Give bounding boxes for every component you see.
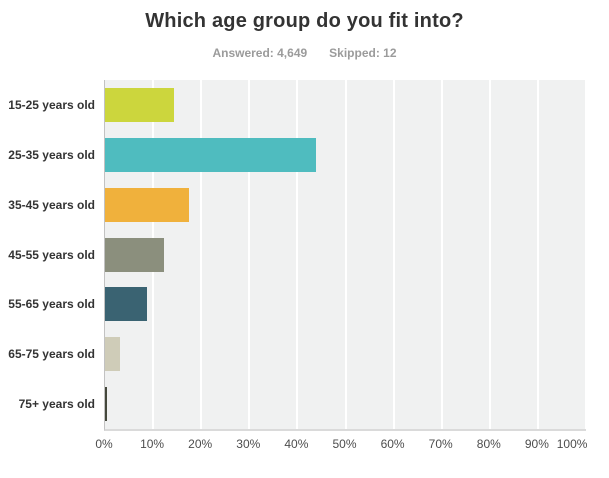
- chart-row-25-35-years-old: 25-35 years old: [0, 130, 586, 180]
- chart-row-75-years-old: 75+ years old: [0, 379, 586, 429]
- bar-45-55-years-old: [105, 237, 164, 272]
- category-label-55-65-years-old: 55-65 years old: [8, 297, 95, 312]
- gridline-90: [536, 80, 539, 429]
- x-tick-40pct: 40%: [284, 437, 309, 451]
- bar-15-25-years-old: [105, 87, 175, 122]
- category-label-75-years-old: 75+ years old: [18, 397, 95, 412]
- bar-75-years-old: [105, 387, 107, 422]
- answered-count: Answered: 4,649: [212, 46, 308, 60]
- category-label-15-25-years-old: 15-25 years old: [8, 97, 95, 112]
- x-tick-60pct: 60%: [380, 437, 405, 451]
- bar-track-25-35-years-old: [104, 130, 586, 180]
- gridline-30: [248, 80, 251, 429]
- chart-row-55-65-years-old: 55-65 years old: [0, 279, 586, 329]
- x-tick-70pct: 70%: [428, 437, 453, 451]
- x-tick-20pct: 20%: [188, 437, 213, 451]
- bar-track-55-65-years-old: [104, 279, 586, 329]
- bar-track-65-75-years-old: [104, 329, 586, 379]
- bar-track-75-years-old: [104, 379, 586, 429]
- gridline-40: [296, 80, 299, 429]
- chart-row-45-55-years-old: 45-55 years old: [0, 230, 586, 280]
- gridline-100: [585, 80, 587, 429]
- category-label-35-45-years-old: 35-45 years old: [8, 197, 95, 212]
- bar-track-15-25-years-old: [104, 80, 586, 130]
- bar-65-75-years-old: [105, 337, 120, 372]
- bar-25-35-years-old: [105, 137, 317, 172]
- bar-track-45-55-years-old: [104, 230, 586, 280]
- category-label-45-55-years-old: 45-55 years old: [8, 247, 95, 262]
- bar-35-45-years-old: [105, 187, 189, 222]
- skipped-count: Skipped: 12: [329, 46, 397, 60]
- gridline-70: [440, 80, 443, 429]
- response-summary: Answered: 4,649 Skipped: 12: [0, 46, 609, 60]
- bar-55-65-years-old: [105, 287, 148, 322]
- gridline-80: [488, 80, 491, 429]
- x-tick-30pct: 30%: [236, 437, 261, 451]
- gridline-50: [344, 80, 347, 429]
- bar-track-35-45-years-old: [104, 180, 586, 230]
- category-label-25-35-years-old: 25-35 years old: [8, 147, 95, 162]
- x-tick-10pct: 10%: [140, 437, 165, 451]
- chart-row-35-45-years-old: 35-45 years old: [0, 180, 586, 230]
- gridline-60: [392, 80, 395, 429]
- bar-rows: 15-25 years old 25-35 years old 35-45 year…: [0, 80, 586, 429]
- x-axis-tick-labels: 0% 10% 20% 30% 40% 50% 60% 70% 80% 90% 100%: [0, 437, 609, 453]
- chart-row-15-25-years-old: 15-25 years old: [0, 80, 586, 130]
- x-tick-100pct: 100%: [556, 437, 588, 451]
- chart-title: Which age group do you fit into?: [145, 10, 464, 32]
- x-tick-50pct: 50%: [332, 437, 357, 451]
- chart-row-65-75-years-old: 65-75 years old: [0, 329, 586, 379]
- x-tick-80pct: 80%: [476, 437, 501, 451]
- gridline-20: [200, 80, 203, 429]
- category-label-65-75-years-old: 65-75 years old: [8, 347, 95, 362]
- x-tick-90pct: 90%: [524, 437, 549, 451]
- bar-chart: 15-25 years old 25-35 years old 35-45 year…: [0, 80, 609, 431]
- x-tick-0pct: 0%: [95, 437, 113, 451]
